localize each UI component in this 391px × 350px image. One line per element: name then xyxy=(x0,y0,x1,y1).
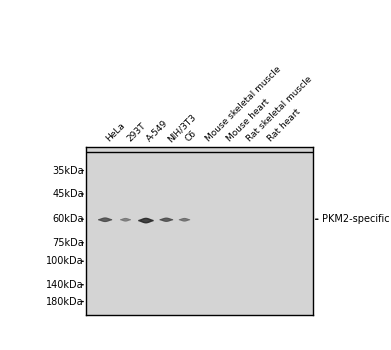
Text: 180kDa: 180kDa xyxy=(47,296,84,307)
Text: 60kDa: 60kDa xyxy=(52,214,84,224)
Text: HeLa: HeLa xyxy=(105,121,127,144)
Text: Mouse heart: Mouse heart xyxy=(225,97,271,144)
Text: 75kDa: 75kDa xyxy=(52,238,84,248)
Text: 100kDa: 100kDa xyxy=(47,256,84,266)
Text: NIH/3T3: NIH/3T3 xyxy=(166,112,198,144)
Text: A-549: A-549 xyxy=(145,119,170,144)
Text: 45kDa: 45kDa xyxy=(52,189,84,199)
Text: 140kDa: 140kDa xyxy=(47,280,84,290)
Text: C6: C6 xyxy=(184,129,199,144)
Text: Rat heart: Rat heart xyxy=(266,107,303,144)
Text: PKM2-specific: PKM2-specific xyxy=(322,214,389,224)
Text: Mouse skeletal muscle: Mouse skeletal muscle xyxy=(204,65,283,144)
Text: 35kDa: 35kDa xyxy=(52,166,84,175)
Text: 293T: 293T xyxy=(125,121,147,144)
Text: Rat skeletal muscle: Rat skeletal muscle xyxy=(245,75,314,144)
